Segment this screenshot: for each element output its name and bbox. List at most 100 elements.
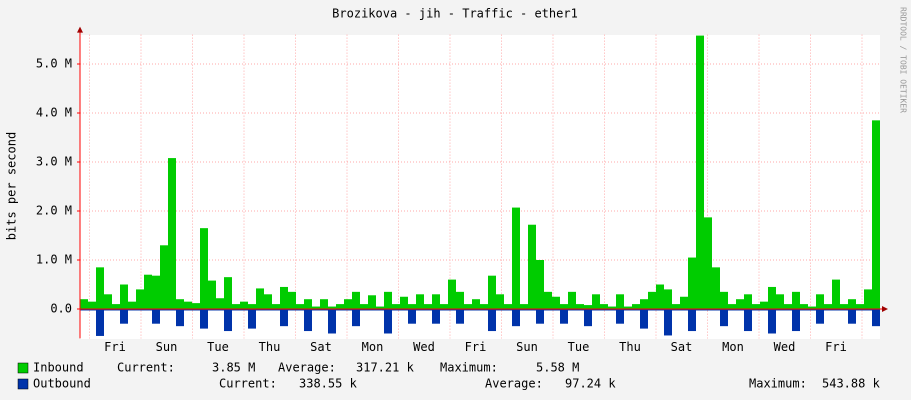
bar (480, 304, 488, 309)
bar (272, 304, 280, 309)
bar (568, 291, 576, 309)
bar (688, 257, 696, 309)
bar (184, 301, 192, 309)
bar (704, 217, 712, 309)
bar (256, 309, 264, 311)
x-tick-label: Sun (156, 340, 178, 354)
x-tick-label: Fri (465, 340, 487, 354)
bar (304, 299, 312, 309)
bar (520, 309, 528, 311)
bar (840, 304, 848, 309)
bar (240, 301, 248, 309)
legend-stat: Average: (278, 361, 336, 375)
bar (192, 309, 200, 311)
legend-stat: 317.21 k (356, 361, 415, 375)
bar (96, 309, 104, 336)
bar (688, 309, 696, 332)
bar (752, 309, 760, 311)
bar (712, 267, 720, 309)
bar (344, 309, 352, 311)
bar (616, 309, 624, 324)
bar (728, 309, 736, 311)
bar (680, 309, 688, 311)
bar (776, 309, 784, 311)
bar (280, 309, 288, 327)
bar (176, 299, 184, 309)
bar (632, 304, 640, 309)
bar (160, 309, 168, 311)
bar (816, 294, 824, 309)
bar (656, 284, 664, 309)
y-tick-label: 5.0 M (36, 57, 72, 71)
x-tick-label: Mon (722, 340, 744, 354)
legend-stat: Maximum: (749, 377, 807, 391)
bar (504, 304, 512, 309)
bar (520, 304, 528, 309)
bar (344, 299, 352, 309)
bar (488, 275, 496, 309)
bar (736, 299, 744, 309)
x-tick-label: Thu (259, 340, 281, 354)
bar (376, 309, 384, 311)
bar (472, 309, 480, 311)
bar (288, 291, 296, 309)
bar (792, 309, 800, 332)
bar (392, 309, 400, 311)
bar (848, 309, 856, 324)
x-tick-label: Tue (568, 340, 590, 354)
bar (712, 309, 720, 311)
bar (648, 309, 656, 311)
bar (720, 309, 728, 327)
x-tick-label: Mon (362, 340, 384, 354)
bar (216, 298, 224, 309)
y-tick-label: 3.0 M (36, 155, 72, 169)
bar (856, 304, 864, 309)
bar (408, 304, 416, 309)
bar (376, 306, 384, 309)
bar (352, 291, 360, 309)
bar (648, 291, 656, 309)
bar (224, 277, 232, 309)
bar (264, 294, 272, 309)
bar (104, 294, 112, 309)
bar (120, 284, 128, 309)
bar (864, 289, 872, 309)
y-tick-label: 4.0 M (36, 106, 72, 120)
bar (560, 309, 568, 324)
y-tick-label: 0.0 (50, 302, 72, 316)
bar (872, 309, 880, 327)
bar (112, 304, 120, 309)
bar (280, 286, 288, 309)
bar (488, 309, 496, 332)
legend-stat: 543.88 k (822, 377, 881, 391)
bar (760, 301, 768, 309)
bar (760, 309, 768, 311)
bar (744, 309, 752, 332)
bar (424, 309, 432, 311)
bar (448, 309, 456, 311)
bar (208, 309, 216, 311)
bar (448, 279, 456, 309)
bar (408, 309, 416, 324)
bar (736, 309, 744, 311)
bar (336, 304, 344, 309)
bar (80, 299, 88, 309)
bar (560, 304, 568, 309)
bar (320, 299, 328, 309)
bar (136, 309, 144, 311)
bar (208, 280, 216, 309)
bar (840, 309, 848, 311)
legend-stat: 97.24 k (565, 377, 616, 391)
bar (848, 299, 856, 309)
bar (416, 294, 424, 309)
bar (704, 309, 712, 311)
x-tick-label: Wed (413, 340, 435, 354)
bar (824, 304, 832, 309)
bar (608, 309, 616, 311)
bar (616, 294, 624, 309)
legend-swatch (17, 378, 29, 390)
bar (152, 275, 160, 309)
bar (696, 309, 704, 311)
bar (416, 309, 424, 311)
